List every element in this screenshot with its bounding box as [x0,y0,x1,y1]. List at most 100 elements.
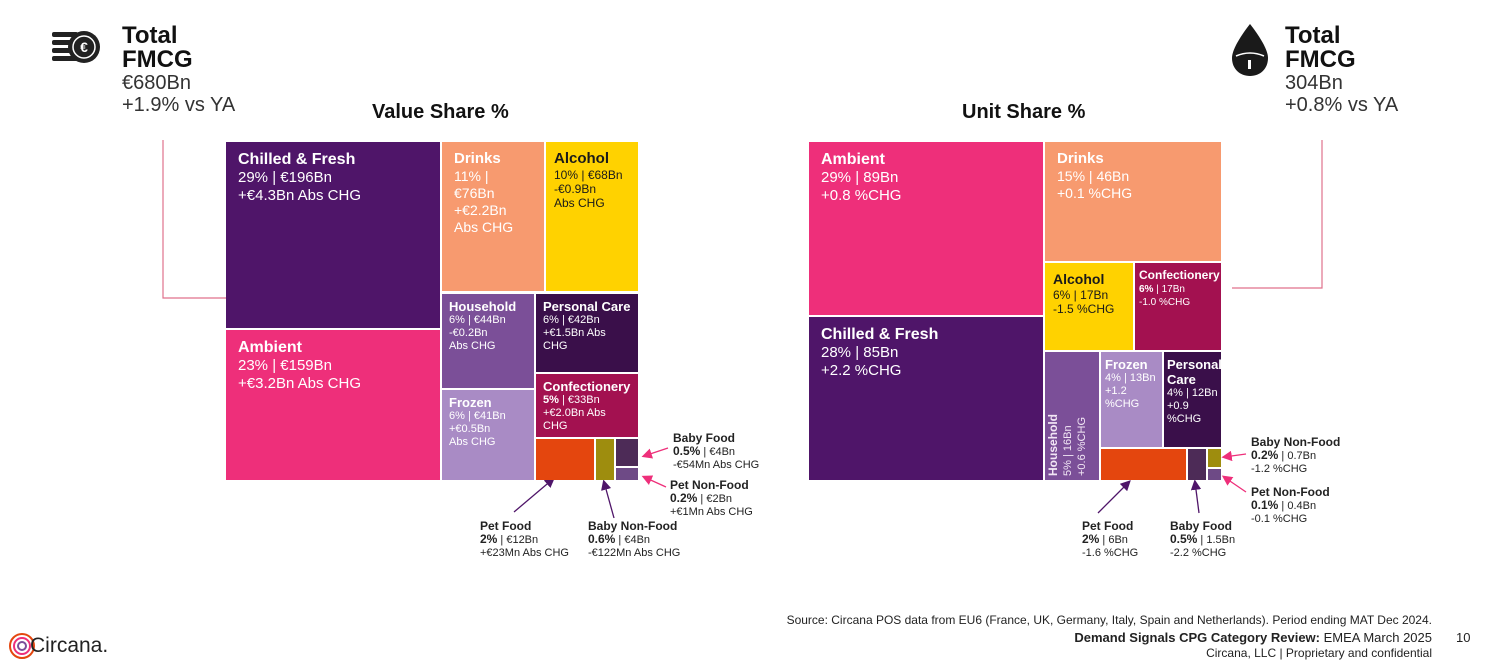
callout-change: -€54Mn Abs CHG [673,459,760,471]
value-tile-share: 6% [449,410,465,422]
right-header-connector [1232,140,1323,289]
unit-tile-name: Frozen [1105,357,1148,372]
callout-value: €4Bn [624,534,651,546]
value-header-title-1: Total [122,22,178,49]
value-tile-personal: Personal Care 6% | €42Bn +€1.5Bn Abs CHG [536,294,638,372]
unit-tile-units: 13Bn [1129,372,1156,384]
callout-name: Pet Food [1082,519,1134,533]
value-header: Total FMCG €680Bn +1.9% vs YA [122,22,236,117]
value-tile-change: -€0.9Bn [554,182,597,196]
circana-logo-icon [8,632,36,660]
callout-value: €4Bn [709,446,736,458]
value-tile-change: +€0.5Bn [449,423,491,435]
unit-tile-share: 28% [821,344,852,361]
value-tile-confectionery: Confectionery 5% | €33Bn +€2.0Bn Abs CHG [536,374,638,437]
value-tile-change: +€2.2Bn [454,202,507,218]
value-tile-share: 23% [238,357,269,374]
callout-share: 2% [480,532,498,546]
value-tile-value: €44Bn [473,314,506,326]
unit-tile-units: 85Bn [863,344,899,361]
arrow-value-babynonfood [601,479,615,519]
arrow-unit-babyfood [1190,479,1202,514]
callout-units: 1.5Bn [1206,534,1236,546]
unit-header-title-2: FMCG [1285,46,1356,73]
value-callout-petnonfood: Pet Non-Food 0.2% | €2Bn +€1Mn Abs CHG [670,478,753,519]
unit-tile-units: 12Bn [1191,387,1218,399]
unit-tile-household: Household 5% | 16Bn +0.6 %CHG [1045,352,1099,480]
value-tile-change: +€1.5Bn Abs CHG [543,327,606,352]
value-tile-change-2: Abs CHG [554,196,605,210]
unit-tile-name: Confectionery [1139,268,1220,282]
unit-header-title-1: Total [1285,22,1341,49]
unit-header-change: +0.8% vs YA [1285,94,1399,116]
value-tile-name: Drinks [454,150,501,167]
arrow-value-petfood [513,477,555,513]
unit-callout-petfood: Pet Food 2% | 6Bn -1.6 %CHG [1082,519,1139,560]
value-tile-share: 29% [238,169,269,186]
unit-tile-units: 17Bn [1161,284,1185,295]
value-tile-ambient: Ambient 23% | €159Bn +€3.2Bn Abs CHG [226,330,440,480]
value-tile-name: Alcohol [554,150,609,167]
unit-tile-change: +0.9 %CHG [1167,400,1202,425]
value-tile-value: €42Bn [567,314,600,326]
value-tile-share: 10% [554,168,579,182]
unit-header: Total FMCG 304Bn +0.8% vs YA [1285,22,1399,117]
callout-change: -1.6 %CHG [1082,547,1139,559]
value-tile-frozen: Frozen 6% | €41Bn +€0.5Bn Abs CHG [442,390,534,480]
unit-chart-title: Unit Share % [962,101,1086,123]
callout-change: -€122Mn Abs CHG [588,547,681,559]
unit-tile-change: +0.1 %CHG [1057,185,1133,201]
unit-tile-personal: Personal Care 4% | 12Bn +0.9 %CHG [1164,352,1221,447]
arrow-unit-babynonfood [1221,450,1247,462]
value-tile-chilled: Chilled & Fresh 29% | €196Bn +€4.3Bn Abs… [226,142,440,328]
unit-tile-alcohol: Alcohol 6% | 17Bn -1.5 %CHG [1045,263,1133,350]
unit-tile-share: 6% [1139,284,1154,295]
arrow-value-petnonfood [641,475,667,488]
unit-tile-change: -1.0 %CHG [1139,297,1191,308]
callout-name: Baby Non-Food [1251,435,1341,449]
callout-name: Pet Non-Food [670,478,749,492]
value-tile-value: €76Bn [454,185,495,201]
callout-value: €2Bn [706,493,733,505]
source-note: Source: Circana POS data from EU6 (Franc… [786,613,1432,627]
value-tile-alcohol: Alcohol 10% | €68Bn -€0.9Bn Abs CHG [546,142,638,291]
unit-tile-name-2: Care [1167,372,1196,387]
value-header-change: +1.9% vs YA [122,94,236,116]
callout-share: 0.2% [1251,448,1279,462]
value-tile-babyfood [616,439,638,466]
callout-name: Pet Non-Food [1251,485,1330,499]
unit-callout-babyfood: Baby Food 0.5% | 1.5Bn -2.2 %CHG [1170,519,1236,560]
unit-tile-share: 5% [1062,460,1074,476]
report-title: Demand Signals CPG Category Review: EMEA… [1074,630,1432,645]
confidential-note: Circana, LLC | Proprietary and confident… [1206,646,1432,660]
unit-tile-share: 4% [1167,387,1183,399]
report-title-bold: Demand Signals CPG Category Review: [1074,630,1320,645]
value-tile-share: 6% [449,314,465,326]
value-tile-value: €68Bn [587,168,623,182]
callout-share: 2% [1082,532,1100,546]
callout-change: +€1Mn Abs CHG [670,506,753,518]
value-tile-name: Confectionery [543,379,631,394]
callout-value: €12Bn [506,534,539,546]
unit-tile-share: 29% [821,169,852,186]
unit-tile-ambient: Ambient 29% | 89Bn +0.8 %CHG [809,142,1043,315]
callout-change: -0.1 %CHG [1251,513,1308,525]
unit-tile-petfood [1101,449,1186,480]
callout-units: 0.7Bn [1287,450,1317,462]
unit-tile-name-1: Personal [1167,357,1221,372]
callout-name: Baby Food [1170,519,1232,533]
unit-tile-change: +1.2 %CHG [1105,385,1140,410]
callout-units: 6Bn [1108,534,1128,546]
unit-tile-units: 89Bn [863,169,899,186]
value-tile-petnonfood [616,468,638,480]
unit-tile-petnonfood [1208,469,1221,480]
unit-tile-name: Chilled & Fresh [821,326,939,343]
arrow-unit-petfood [1097,480,1131,514]
unit-tile-name: Ambient [821,151,885,168]
value-tile-household: Household 6% | €44Bn -€0.2Bn Abs CHG [442,294,534,388]
value-tile-drinks: Drinks 11% | €76Bn +€2.2Bn Abs CHG [442,142,544,291]
callout-name: Baby Food [673,431,735,445]
arrow-value-babyfood [641,447,669,459]
unit-tile-units: 17Bn [1080,288,1109,302]
unit-tile-units: 46Bn [1096,168,1130,184]
